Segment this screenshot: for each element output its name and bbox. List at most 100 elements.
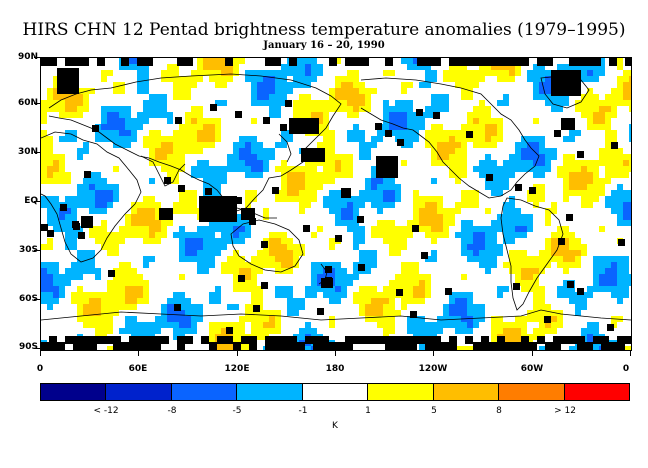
anomaly-cell bbox=[335, 160, 341, 166]
anomaly-cell bbox=[221, 70, 227, 76]
anomaly-cell bbox=[113, 196, 119, 202]
anomaly-cell bbox=[389, 226, 395, 232]
anomaly-cell bbox=[161, 310, 167, 316]
lon-tick bbox=[40, 350, 41, 356]
anomaly-cell bbox=[569, 262, 575, 268]
anomaly-cell bbox=[47, 268, 53, 274]
anomaly-cell bbox=[527, 268, 533, 274]
anomaly-cell bbox=[359, 202, 365, 208]
anomaly-cell bbox=[119, 136, 125, 142]
anomaly-cell bbox=[521, 214, 527, 220]
anomaly-cell bbox=[467, 118, 473, 124]
anomaly-cell bbox=[71, 112, 77, 118]
anomaly-cell bbox=[47, 298, 53, 304]
anomaly-cell bbox=[485, 136, 491, 142]
lon-tick bbox=[335, 350, 336, 356]
anomaly-cell bbox=[179, 256, 185, 262]
anomaly-cell bbox=[317, 274, 323, 280]
anomaly-cell bbox=[89, 88, 95, 94]
anomaly-cell bbox=[419, 118, 425, 124]
anomaly-cell bbox=[179, 160, 185, 166]
anomaly-cell bbox=[239, 262, 245, 268]
anomaly-cell bbox=[287, 166, 293, 172]
anomaly-cell bbox=[77, 148, 83, 154]
anomaly-cell bbox=[65, 106, 71, 112]
anomaly-cell bbox=[131, 136, 137, 142]
anomaly-cell bbox=[515, 154, 521, 160]
anomaly-cell bbox=[191, 130, 197, 136]
anomaly-cell bbox=[143, 322, 149, 328]
missing-cell bbox=[305, 336, 313, 344]
missing-dot bbox=[554, 130, 561, 137]
anomaly-cell bbox=[47, 208, 53, 214]
anomaly-cell bbox=[149, 220, 155, 226]
missing-cell bbox=[57, 342, 65, 350]
anomaly-cell bbox=[587, 292, 593, 298]
anomaly-cell bbox=[137, 298, 143, 304]
anomaly-cell bbox=[503, 94, 509, 100]
anomaly-cell bbox=[155, 322, 161, 328]
anomaly-cell bbox=[323, 106, 329, 112]
anomaly-cell bbox=[53, 262, 59, 268]
anomaly-cell bbox=[479, 316, 485, 322]
anomaly-cell bbox=[461, 82, 467, 88]
anomaly-cell bbox=[245, 76, 251, 82]
anomaly-cell bbox=[101, 310, 107, 316]
anomaly-cell bbox=[53, 208, 59, 214]
anomaly-cell bbox=[497, 292, 503, 298]
anomaly-cell bbox=[317, 178, 323, 184]
missing-cell bbox=[345, 342, 353, 350]
anomaly-cell bbox=[503, 286, 509, 292]
anomaly-cell bbox=[239, 220, 245, 226]
anomaly-cell bbox=[473, 244, 479, 250]
anomaly-cell bbox=[311, 328, 317, 334]
anomaly-cell bbox=[89, 310, 95, 316]
anomaly-cell bbox=[401, 298, 407, 304]
anomaly-cell bbox=[617, 286, 623, 292]
coastline-africa bbox=[41, 131, 142, 263]
anomaly-cell bbox=[473, 196, 479, 202]
anomaly-cell bbox=[383, 178, 389, 184]
anomaly-cell bbox=[395, 280, 401, 286]
anomaly-cell bbox=[581, 76, 587, 82]
anomaly-cell bbox=[455, 136, 461, 142]
anomaly-cell bbox=[275, 232, 281, 238]
anomaly-cell bbox=[617, 184, 623, 190]
anomaly-cell bbox=[581, 298, 587, 304]
anomaly-cell bbox=[287, 304, 293, 310]
anomaly-cell bbox=[137, 274, 143, 280]
anomaly-cell bbox=[53, 298, 59, 304]
anomaly-cell bbox=[143, 100, 149, 106]
anomaly-cell bbox=[59, 106, 65, 112]
anomaly-cell bbox=[101, 124, 107, 130]
missing-cell bbox=[49, 336, 57, 344]
anomaly-cell bbox=[419, 274, 425, 280]
anomaly-cell bbox=[227, 160, 233, 166]
anomaly-cell bbox=[305, 172, 311, 178]
anomaly-cell bbox=[467, 232, 473, 238]
anomaly-cell bbox=[71, 232, 77, 238]
missing-cell bbox=[585, 342, 593, 350]
missing-cell bbox=[265, 336, 273, 344]
anomaly-cell bbox=[245, 274, 251, 280]
anomaly-cell bbox=[299, 100, 305, 106]
missing-dot bbox=[73, 223, 80, 230]
anomaly-cell bbox=[137, 208, 143, 214]
anomaly-cell bbox=[365, 268, 371, 274]
anomaly-cell bbox=[125, 280, 131, 286]
anomaly-cell bbox=[527, 148, 533, 154]
anomaly-cell bbox=[287, 196, 293, 202]
anomaly-cell bbox=[71, 238, 77, 244]
anomaly-cell bbox=[617, 220, 623, 226]
anomaly-cell bbox=[353, 106, 359, 112]
anomaly-cell bbox=[221, 166, 227, 172]
missing-cell bbox=[609, 58, 617, 66]
missing-cell bbox=[49, 342, 57, 350]
anomaly-cell bbox=[491, 250, 497, 256]
anomaly-cell bbox=[179, 76, 185, 82]
anomaly-cell bbox=[341, 100, 347, 106]
anomaly-cell bbox=[167, 154, 173, 160]
anomaly-cell bbox=[173, 298, 179, 304]
anomaly-cell bbox=[623, 274, 629, 280]
missing-cell bbox=[201, 336, 209, 344]
